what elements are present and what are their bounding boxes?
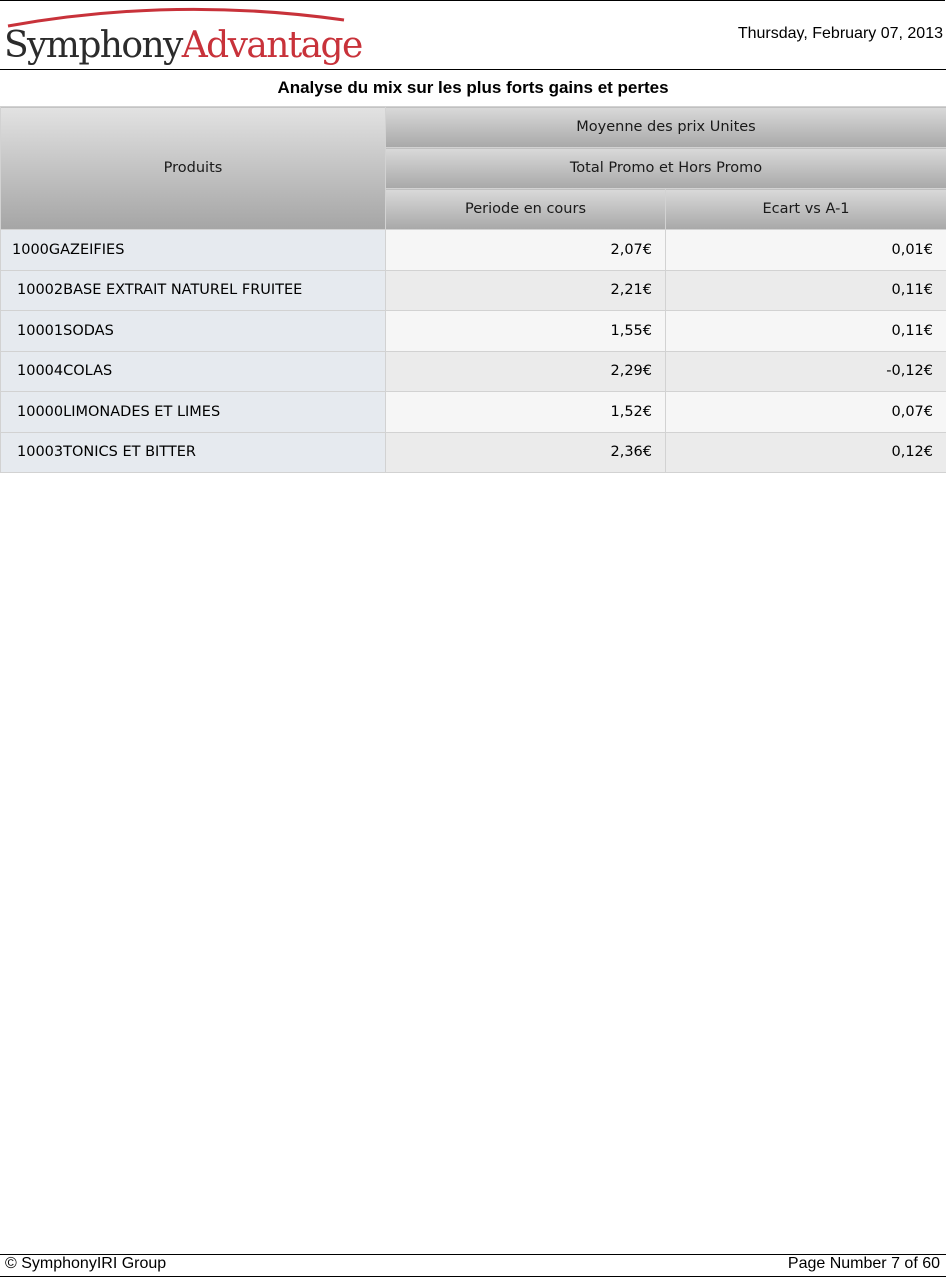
footer-bottom-divider [0,1276,946,1277]
column-header-group: Total Promo et Hors Promo [385,147,946,189]
periode-cell: 2,29€ [385,350,666,392]
periode-cell: 1,55€ [385,310,666,352]
product-cell: 1000GAZEIFIES [0,229,386,271]
periode-cell: 2,21€ [385,269,666,311]
periode-cell: 1,52€ [385,391,666,433]
header-divider [0,69,946,70]
report-date: Thursday, February 07, 2013 [737,25,943,42]
column-header-periode: Periode en cours [385,188,666,230]
footer-page-number: Page Number 7 of 60 [787,1255,940,1272]
logo-word-advantage: Advantage [181,25,364,66]
logo-swoosh-icon [7,7,345,28]
column-header-measure: Moyenne des prix Unites [385,106,946,148]
ecart-cell: 0,11€ [665,310,946,352]
table-row: 10001SODAS 1,55€ 0,11€ [0,310,946,352]
product-cell: 10002BASE EXTRAIT NATUREL FRUITEE [0,269,386,311]
data-table: Produits Moyenne des prix Unites Total P… [0,106,946,473]
table-row: 10002BASE EXTRAIT NATUREL FRUITEE 2,21€ … [0,269,946,311]
symphony-advantage-logo: SymphonyAdvantage [4,2,363,68]
table-row: 10004COLAS 2,29€ -0,12€ [0,350,946,392]
footer-copyright: © SymphonyIRI Group [5,1255,167,1272]
periode-cell: 2,07€ [385,229,666,271]
periode-cell: 2,36€ [385,431,666,473]
logo-word-symphony: Symphony [4,25,183,66]
ecart-cell: 0,11€ [665,269,946,311]
column-header-ecart: Ecart vs A-1 [665,188,946,230]
product-cell: 10004COLAS [0,350,386,392]
footer-divider [0,1254,946,1255]
product-cell: 10003TONICS ET BITTER [0,431,386,473]
product-cell: 10001SODAS [0,310,386,352]
ecart-cell: 0,01€ [665,229,946,271]
column-header-produits: Produits [0,106,386,230]
table-row: 10000LIMONADES ET LIMES 1,52€ 0,07€ [0,391,946,433]
table-row: 10003TONICS ET BITTER 2,36€ 0,12€ [0,431,946,473]
report-title: Analyse du mix sur les plus forts gains … [277,78,669,97]
logo-wordmark: SymphonyAdvantage [4,24,364,68]
ecart-cell: -0,12€ [665,350,946,392]
ecart-cell: 0,12€ [665,431,946,473]
ecart-cell: 0,07€ [665,391,946,433]
table-row: 1000GAZEIFIES 2,07€ 0,01€ [0,229,946,271]
product-cell: 10000LIMONADES ET LIMES [0,391,386,433]
